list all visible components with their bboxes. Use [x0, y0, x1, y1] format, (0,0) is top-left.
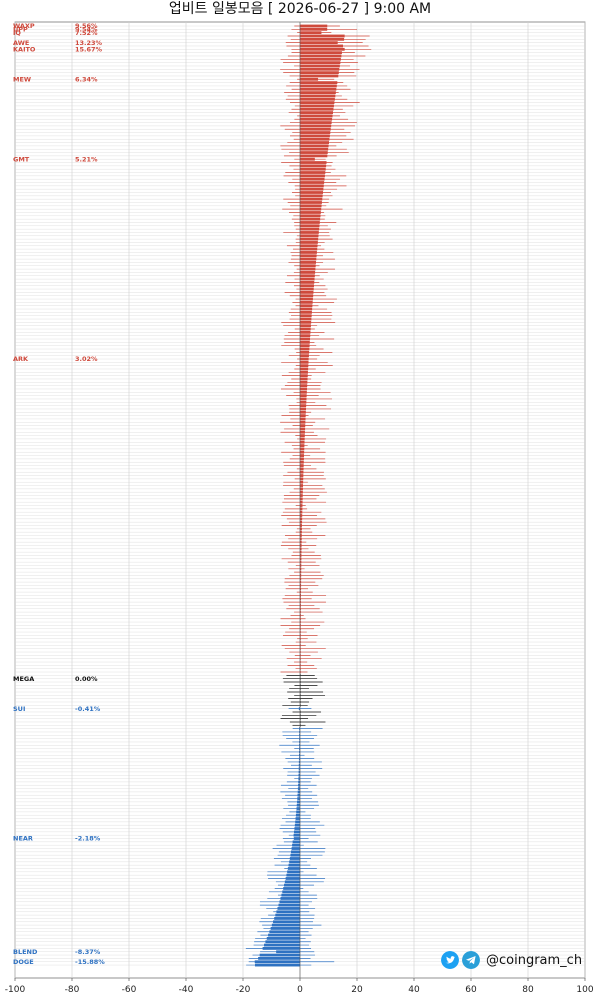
- ticker-label: MEW: [13, 75, 31, 83]
- ticker-label: DOGE: [13, 958, 34, 966]
- change-label: 9.56%: [75, 22, 98, 30]
- ticker-label: NEAR: [13, 835, 33, 843]
- x-tick-label: 100: [576, 985, 593, 995]
- change-label: 3.02%: [75, 355, 98, 363]
- change-label: 9.54%: [75, 26, 98, 34]
- chart-title: 업비트 일봉모음 [ 2026-06-27 ] 9:00 AM: [168, 1, 432, 17]
- x-tick-label: -100: [5, 985, 26, 995]
- ticker-label: ARK: [13, 355, 29, 363]
- brand-watermark: @coingram_ch: [441, 950, 582, 970]
- change-label: -8.37%: [75, 948, 101, 956]
- change-label: 15.67%: [75, 46, 103, 54]
- ticker-label: BLEND: [13, 948, 38, 956]
- change-label: 5.21%: [75, 155, 98, 163]
- brand-handle: @coingram_ch: [486, 952, 583, 968]
- x-gridlines: [14, 22, 586, 978]
- range-lines: [245, 25, 372, 966]
- ticker-label: UPP: [13, 26, 28, 34]
- change-label: 13.23%: [75, 39, 103, 47]
- twitter-icon[interactable]: [441, 951, 459, 969]
- ticker-label: MEGA: [13, 675, 34, 683]
- x-tick-label: -20: [236, 985, 251, 995]
- change-label: 0.00%: [75, 675, 98, 683]
- x-tick-label: 60: [465, 985, 477, 995]
- row-labels: WAXP 9.56% UPP 9.54% IQ 7.52% AWE 13.23% KAITO 15…: [13, 22, 105, 966]
- change-label: -2.18%: [75, 835, 101, 843]
- change-label: 6.34%: [75, 75, 98, 83]
- change-label: -15.88%: [75, 958, 105, 966]
- x-tick-label: 80: [522, 985, 534, 995]
- telegram-icon[interactable]: [462, 951, 480, 969]
- x-tick-label: -80: [65, 985, 80, 995]
- x-tick-label: 40: [408, 985, 420, 995]
- x-tick-label: 20: [351, 985, 363, 995]
- change-label: 7.52%: [75, 29, 98, 37]
- ticker-label: IQ: [13, 29, 21, 37]
- x-tick-label: 0: [297, 985, 303, 995]
- ticker-label: AWE: [13, 39, 29, 47]
- ticker-label: KAITO: [13, 46, 36, 54]
- ticker-label: GMT: [13, 155, 30, 163]
- ticker-label: SUI: [13, 705, 25, 713]
- x-tick-label: -60: [122, 985, 137, 995]
- x-tick-labels: -100 -80 -60 -40 -20 0 20 40 60 80 100: [5, 978, 594, 995]
- x-tick-label: -40: [179, 985, 194, 995]
- change-label: -0.41%: [75, 705, 101, 713]
- ticker-label: WAXP: [13, 22, 35, 30]
